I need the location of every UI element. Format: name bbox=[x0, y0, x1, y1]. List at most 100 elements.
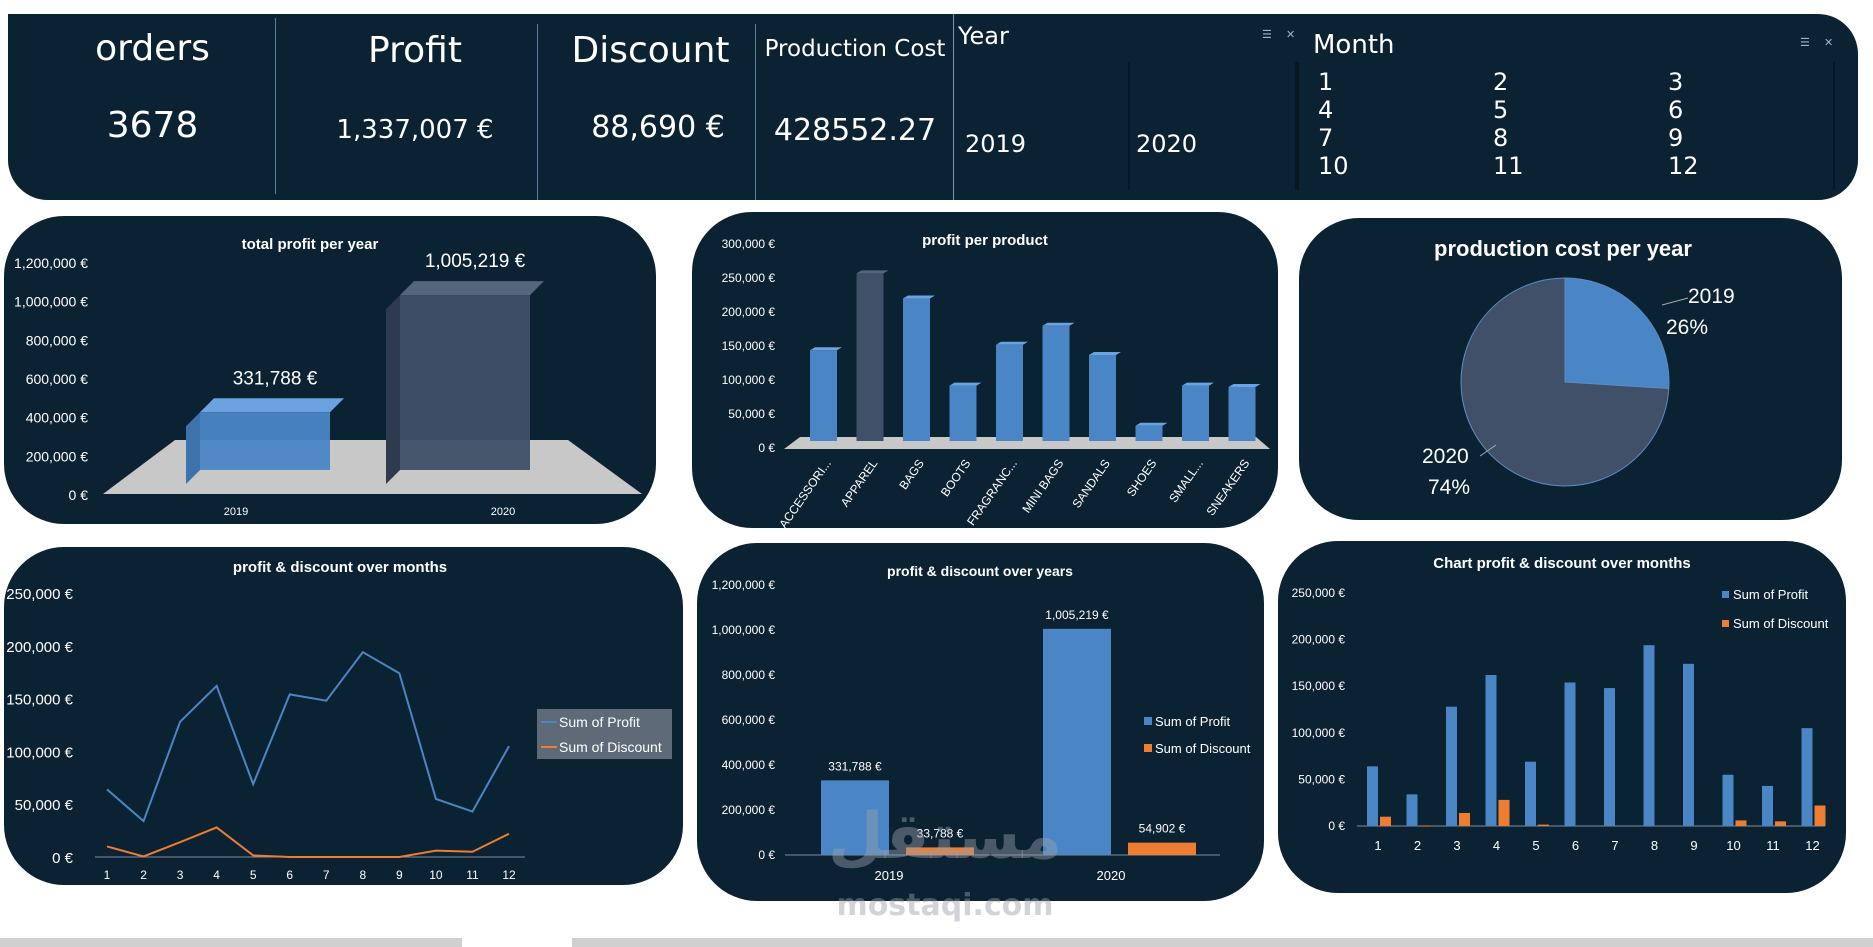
x-tick-label: 7 bbox=[323, 868, 330, 882]
leader-line bbox=[1479, 444, 1497, 457]
y-tick-label: 50,000 € bbox=[1298, 772, 1345, 786]
kpi-production-cost-value: 428552.27 bbox=[773, 113, 937, 148]
bar-side bbox=[186, 412, 200, 484]
month-slicer-item-12[interactable]: 12 bbox=[1668, 152, 1699, 180]
bar-data-label: 1,005,219 € bbox=[425, 251, 526, 272]
month-slicer-item-3[interactable]: 3 bbox=[1668, 68, 1684, 96]
x-tick-label: 3 bbox=[1453, 838, 1460, 853]
clear-filter-icon[interactable]: ✕ bbox=[1286, 29, 1296, 41]
y-tick-label: 0 € bbox=[758, 441, 775, 455]
bar-data-label: 33,788 € bbox=[917, 826, 964, 840]
x-tick-label: 6 bbox=[286, 868, 293, 882]
x-tick-label: MINI BAGS bbox=[1019, 457, 1066, 516]
bar bbox=[949, 385, 977, 441]
y-tick-label: 200,000 € bbox=[722, 803, 776, 817]
bar bbox=[1367, 766, 1378, 826]
bar-top bbox=[903, 295, 935, 299]
legend-swatch bbox=[1144, 717, 1152, 725]
kpi-divider bbox=[275, 18, 276, 194]
y-tick-label: 1,200,000 € bbox=[712, 578, 776, 592]
bar bbox=[1485, 675, 1497, 826]
multi-select-icon[interactable]: ☰ bbox=[1262, 29, 1272, 41]
scrollbar-left[interactable] bbox=[0, 938, 462, 947]
kpi-production-cost-title: Production Cost bbox=[764, 36, 946, 62]
y-tick-label: 1,200,000 € bbox=[14, 255, 88, 271]
multi-select-icon[interactable]: ☰ bbox=[1800, 37, 1810, 49]
bar-data-label: 331,788 € bbox=[233, 368, 318, 389]
x-tick-label: 11 bbox=[1766, 838, 1780, 853]
month-slicer-item-1[interactable]: 1 bbox=[1318, 68, 1334, 96]
y-tick-label: 300,000 € bbox=[722, 237, 776, 251]
bar bbox=[1564, 682, 1576, 826]
kpi-profit-value: 1,337,007 € bbox=[336, 115, 494, 145]
bar bbox=[1128, 842, 1196, 855]
bar-top bbox=[1042, 322, 1075, 326]
pie-percent-label: 74% bbox=[1428, 476, 1470, 499]
year-slicer-item-2020[interactable]: 2020 bbox=[1136, 130, 1198, 158]
month-slicer-title: Month bbox=[1313, 30, 1395, 60]
x-tick-label: 6 bbox=[1572, 838, 1579, 853]
bar bbox=[1801, 728, 1813, 826]
bar bbox=[1498, 799, 1510, 826]
y-tick-label: 150,000 € bbox=[1292, 679, 1346, 693]
legend-label: Sum of Discount bbox=[1155, 741, 1251, 756]
y-tick-label: 200,000 € bbox=[6, 639, 73, 656]
bar-data-label: 331,788 € bbox=[828, 759, 882, 773]
bar-top bbox=[996, 341, 1028, 345]
chart-floor bbox=[103, 440, 642, 494]
bar-top bbox=[856, 270, 889, 274]
scrollbar-right[interactable] bbox=[572, 938, 1873, 947]
x-tick-label: 11 bbox=[466, 868, 479, 882]
month-slicer-item-9[interactable]: 9 bbox=[1668, 124, 1684, 152]
kpi-profit-title: Profit bbox=[368, 30, 462, 71]
month-slicer-item-6[interactable]: 6 bbox=[1668, 96, 1684, 124]
chart-title: profit & discount over months bbox=[233, 559, 447, 576]
y-tick-label: 400,000 € bbox=[26, 410, 88, 426]
month-slicer-item-5[interactable]: 5 bbox=[1493, 96, 1509, 124]
clear-filter-icon[interactable]: ✕ bbox=[1824, 37, 1834, 49]
pie-label: 2019 bbox=[1688, 285, 1735, 308]
month-slicer-item-2[interactable]: 2 bbox=[1493, 68, 1509, 96]
x-tick-label: SMALL... bbox=[1166, 457, 1206, 505]
x-tick-label: SNEAKERS bbox=[1204, 457, 1253, 519]
x-tick-label: 5 bbox=[250, 868, 257, 882]
month-slicer-item-10[interactable]: 10 bbox=[1318, 152, 1349, 180]
x-tick-label: SHOES bbox=[1124, 457, 1160, 499]
kpi-discount-title: Discount bbox=[571, 30, 730, 71]
pie-label: 2020 bbox=[1422, 445, 1469, 468]
card-profit-per-product bbox=[692, 212, 1278, 528]
bar-top bbox=[200, 398, 344, 413]
watermark-latin: mostaqi.com bbox=[836, 888, 1054, 923]
bar bbox=[1459, 812, 1470, 826]
chart-title: profit & discount over years bbox=[887, 563, 1073, 579]
chart-title: Chart profit & discount over months bbox=[1433, 555, 1691, 572]
year-slicer-title: Year bbox=[958, 22, 1009, 50]
y-tick-label: 0 € bbox=[1328, 819, 1345, 833]
year-slicer-item-2019[interactable]: 2019 bbox=[965, 130, 1027, 158]
bar-top bbox=[949, 382, 982, 386]
x-tick-label: 9 bbox=[1690, 838, 1697, 853]
legend-swatch bbox=[1722, 620, 1729, 627]
x-tick-label: 12 bbox=[502, 868, 516, 882]
y-tick-label: 50,000 € bbox=[15, 797, 74, 814]
x-tick-label: 4 bbox=[1493, 838, 1500, 853]
bar bbox=[1406, 794, 1418, 826]
month-slicer-separator bbox=[1833, 62, 1835, 190]
x-tick-label: 9 bbox=[396, 868, 403, 882]
y-tick-label: 50,000 € bbox=[728, 407, 775, 421]
x-tick-label: 10 bbox=[429, 868, 443, 882]
month-slicer-item-8[interactable]: 8 bbox=[1493, 124, 1509, 152]
x-tick-label: 7 bbox=[1611, 838, 1618, 853]
month-slicer-item-11[interactable]: 11 bbox=[1493, 152, 1524, 180]
x-tick-label: BAGS bbox=[896, 457, 927, 492]
month-slicer-item-4[interactable]: 4 bbox=[1318, 96, 1334, 124]
y-tick-label: 100,000 € bbox=[6, 744, 73, 761]
bar bbox=[856, 273, 884, 441]
bar bbox=[906, 847, 974, 855]
bar-data-label: 54,902 € bbox=[1139, 822, 1186, 836]
month-slicer-item-7[interactable]: 7 bbox=[1318, 124, 1334, 152]
y-tick-label: 250,000 € bbox=[1292, 586, 1346, 600]
y-tick-label: 1,000,000 € bbox=[14, 294, 88, 310]
pie-slice bbox=[1564, 277, 1670, 390]
x-tick-label: ACCESSORI... bbox=[776, 457, 834, 531]
